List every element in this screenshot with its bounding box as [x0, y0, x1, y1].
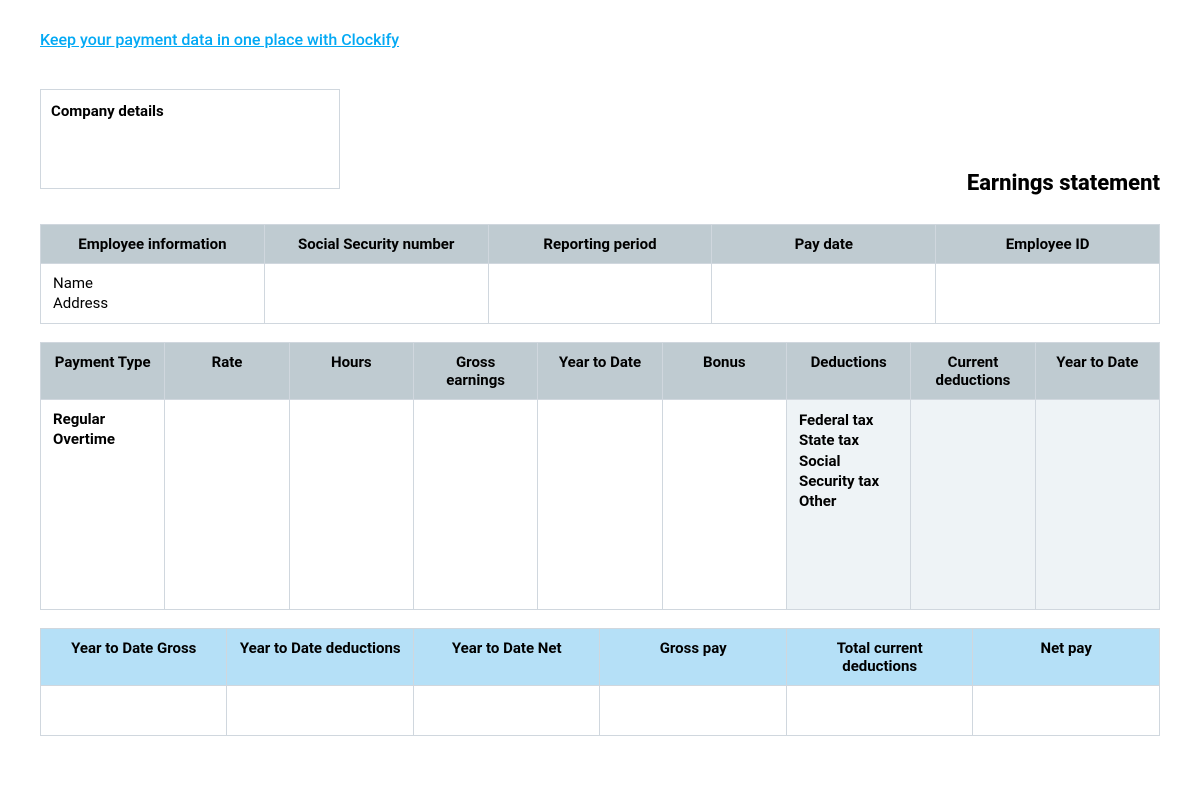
cell-ytd-earnings: [538, 400, 662, 610]
cell-bonus: [662, 400, 786, 610]
col-employee-id: Employee ID: [936, 225, 1160, 264]
page-title: Earnings statement: [40, 171, 1160, 196]
payment-type-overtime: Overtime: [53, 430, 152, 450]
col-gross-earnings: Gross earnings: [413, 343, 537, 400]
cell-ytd-deductions-sum: [227, 686, 413, 736]
col-ytd-gross: Year to Date Gross: [41, 629, 227, 686]
cell-employee-id: [936, 264, 1160, 324]
cell-pay-date: [712, 264, 936, 324]
col-ytd-deductions: Year to Date: [1035, 343, 1159, 400]
deduction-other: Other: [799, 491, 898, 511]
cell-net-pay: [973, 686, 1160, 736]
deduction-social-security-tax: Social Security tax: [799, 451, 898, 492]
col-ssn: Social Security number: [264, 225, 488, 264]
col-gross-pay: Gross pay: [600, 629, 786, 686]
cell-gross-pay: [600, 686, 786, 736]
col-payment-type: Payment Type: [41, 343, 165, 400]
cell-gross-earnings: [413, 400, 537, 610]
cell-current-deductions: [911, 400, 1035, 610]
cell-rate: [165, 400, 289, 610]
cell-payment-types: Regular Overtime: [41, 400, 165, 610]
summary-table: Year to Date Gross Year to Date deductio…: [40, 628, 1160, 736]
col-ytd-deductions-sum: Year to Date deductions: [227, 629, 413, 686]
col-rate: Rate: [165, 343, 289, 400]
col-total-current-deductions: Total current deductions: [786, 629, 972, 686]
cell-reporting-period: [488, 264, 712, 324]
label-name: Name: [53, 274, 252, 294]
cell-deduction-items: Federal tax State tax Social Security ta…: [786, 400, 910, 610]
deduction-state-tax: State tax: [799, 430, 898, 450]
col-ytd-earnings: Year to Date: [538, 343, 662, 400]
col-pay-date: Pay date: [712, 225, 936, 264]
cell-ytd-gross: [41, 686, 227, 736]
col-employee-information: Employee information: [41, 225, 265, 264]
cell-total-current-deductions: [786, 686, 972, 736]
earnings-table: Payment Type Rate Hours Gross earnings Y…: [40, 342, 1160, 610]
col-bonus: Bonus: [662, 343, 786, 400]
col-reporting-period: Reporting period: [488, 225, 712, 264]
cell-ssn: [264, 264, 488, 324]
deduction-federal-tax: Federal tax: [799, 410, 898, 430]
cell-hours: [289, 400, 413, 610]
label-address: Address: [53, 294, 252, 314]
col-ytd-net: Year to Date Net: [413, 629, 599, 686]
col-current-deductions: Current deductions: [911, 343, 1035, 400]
cell-ytd-deductions: [1035, 400, 1159, 610]
col-deductions: Deductions: [786, 343, 910, 400]
cell-ytd-net: [413, 686, 599, 736]
clockify-promo-link[interactable]: Keep your payment data in one place with…: [40, 30, 399, 49]
employee-info-table: Employee information Social Security num…: [40, 224, 1160, 324]
payment-type-regular: Regular: [53, 410, 152, 430]
cell-employee-name-address: Name Address: [41, 264, 265, 324]
col-net-pay: Net pay: [973, 629, 1160, 686]
col-hours: Hours: [289, 343, 413, 400]
